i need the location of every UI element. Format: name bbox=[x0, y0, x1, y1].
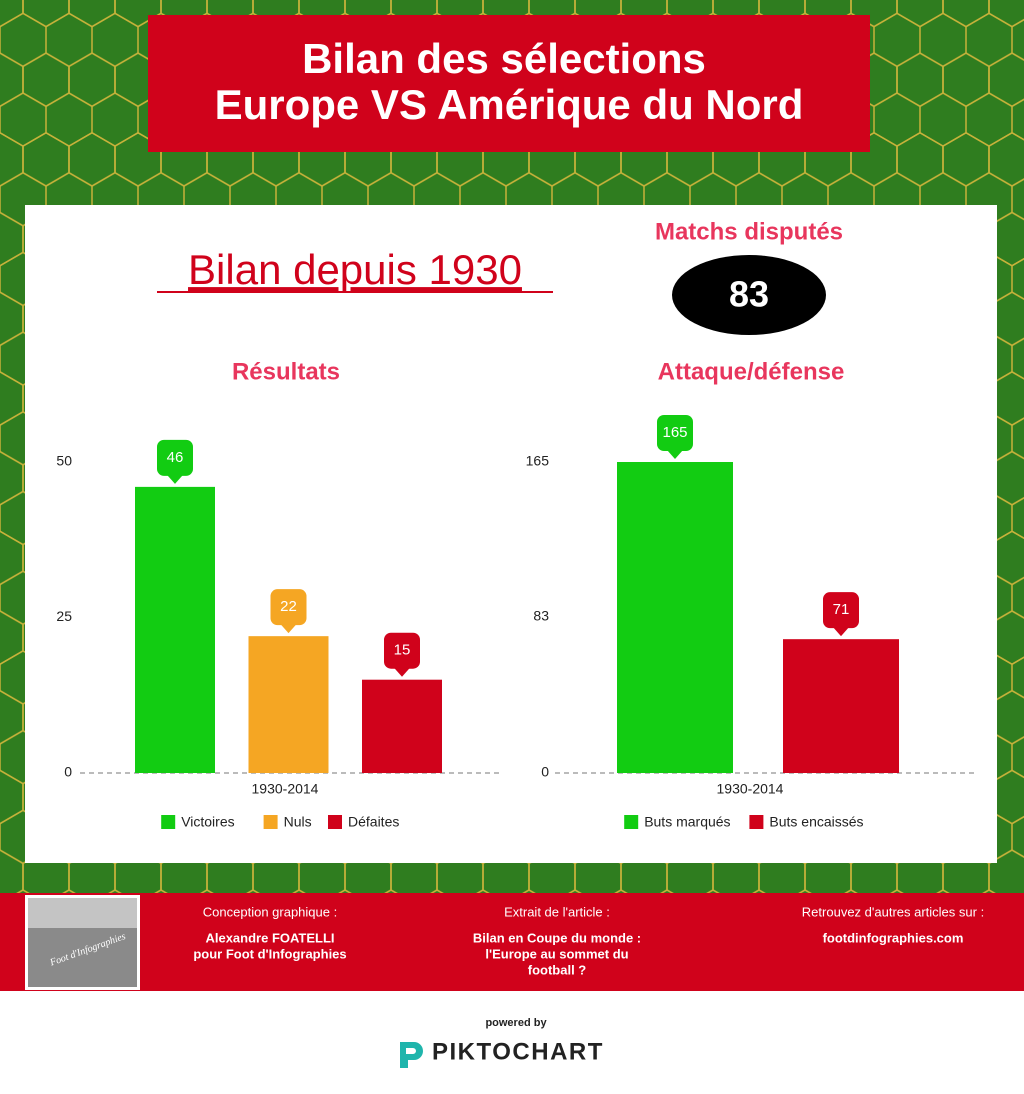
y-tick-label: 165 bbox=[526, 453, 550, 469]
powered-by: powered by bbox=[485, 1017, 547, 1029]
legend-swatch bbox=[328, 815, 342, 829]
bar bbox=[783, 639, 899, 773]
y-tick-label: 83 bbox=[533, 607, 549, 623]
matches-label: Matchs disputés bbox=[655, 218, 843, 245]
bar bbox=[248, 636, 329, 773]
footer-line: footdinfographies.com bbox=[823, 930, 964, 945]
data-label: 22 bbox=[280, 598, 297, 615]
chart-title: Attaque/défense bbox=[658, 358, 845, 385]
footer-line: l'Europe au sommet du bbox=[485, 946, 628, 961]
logo-icon bbox=[400, 1042, 423, 1068]
callout bbox=[657, 415, 693, 451]
footer-line: Bilan en Coupe du monde : bbox=[473, 930, 641, 945]
callout bbox=[270, 589, 307, 626]
data-label: 165 bbox=[662, 424, 687, 441]
bar bbox=[135, 486, 215, 773]
footer-line: football ? bbox=[528, 962, 587, 977]
legend-label: Nuls bbox=[284, 814, 312, 830]
panel-heading: Bilan depuis 1930 bbox=[188, 246, 522, 293]
x-tick-label: 1930-2014 bbox=[252, 781, 319, 797]
chart-title: Résultats bbox=[232, 358, 340, 385]
bar bbox=[617, 462, 733, 773]
title: Europe VS Amérique du Nord bbox=[215, 81, 804, 128]
y-tick-label: 25 bbox=[56, 608, 72, 624]
callout-pointer bbox=[280, 624, 297, 634]
y-tick-label: 50 bbox=[56, 453, 72, 469]
footer-heading: Conception graphique : bbox=[203, 904, 337, 919]
legend-swatch bbox=[749, 815, 764, 829]
footer-line: Alexandre FOATELLI bbox=[205, 930, 334, 945]
callout-pointer bbox=[167, 474, 183, 484]
legend-label: Défaites bbox=[348, 814, 399, 830]
callout-pointer bbox=[833, 627, 849, 637]
footer-line: pour Foot d'Infographies bbox=[193, 946, 346, 961]
footer bbox=[0, 893, 1024, 991]
photo-sky bbox=[28, 898, 137, 928]
title: Bilan des sélections bbox=[302, 35, 706, 82]
matches-badge bbox=[672, 255, 826, 335]
legend-label: Buts marqués bbox=[644, 814, 730, 830]
y-tick-label: 0 bbox=[64, 764, 72, 780]
title-box bbox=[148, 15, 870, 152]
brand-name: PIKTOCHART bbox=[432, 1038, 604, 1065]
callout bbox=[157, 439, 193, 476]
callout bbox=[823, 592, 859, 629]
data-label: 71 bbox=[833, 601, 850, 618]
legend-swatch bbox=[263, 815, 278, 829]
y-tick-label: 0 bbox=[541, 764, 549, 780]
x-tick-label: 1930-2014 bbox=[717, 781, 784, 797]
legend-label: Victoires bbox=[181, 814, 234, 830]
matches-value: 83 bbox=[729, 274, 769, 315]
callout-pointer bbox=[394, 667, 410, 677]
callout-pointer bbox=[667, 450, 683, 459]
bar bbox=[362, 679, 442, 773]
data-label: 46 bbox=[167, 449, 184, 466]
legend-swatch bbox=[161, 815, 176, 829]
footer-heading: Extrait de l'article : bbox=[504, 904, 610, 919]
footer-heading: Retrouvez d'autres articles sur : bbox=[802, 904, 984, 919]
branding-area bbox=[0, 991, 1024, 1094]
data-label: 15 bbox=[394, 642, 411, 659]
legend-swatch bbox=[624, 815, 639, 829]
legend-label: Buts encaissés bbox=[769, 814, 863, 830]
callout bbox=[384, 632, 420, 669]
